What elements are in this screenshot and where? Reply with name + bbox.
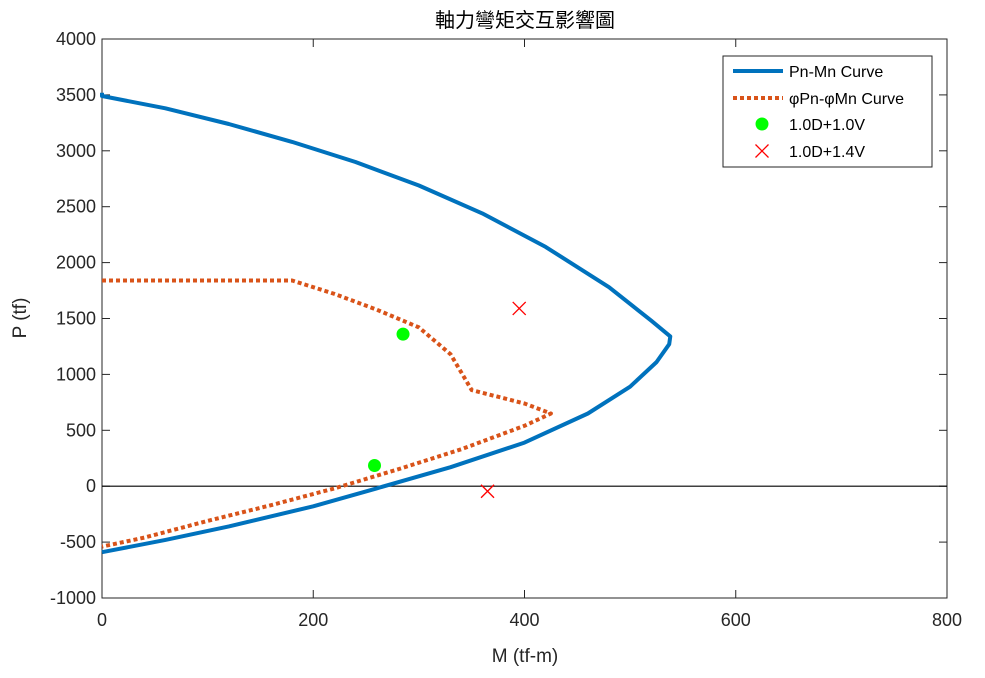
x-axis-label: M (tf-m) <box>492 646 558 667</box>
pn-mn-curve <box>100 92 673 555</box>
chart-title: 軸力彎矩交互影響圖 <box>435 8 615 32</box>
legend: Pn-Mn Curve φPn-φMn Curve 1.0D+1.0V 1.0D+1.… <box>722 55 933 168</box>
legend-item: 1.0D+1.4V <box>755 144 865 161</box>
legend-item: φPn-φMn Curve <box>733 91 904 108</box>
series-layer <box>100 92 673 555</box>
y-axis-label: P (tf) <box>10 298 31 339</box>
y-tick-label: 4000 <box>56 29 96 49</box>
y-tick-label: 500 <box>66 420 96 440</box>
x-axis-ticks: 0 200 400 600 800 <box>97 39 962 630</box>
legend-label: φPn-φMn Curve <box>789 91 904 108</box>
phi-pn-mn-curve <box>101 278 553 549</box>
legend-swatch <box>755 144 769 158</box>
y-tick-label: 3500 <box>56 85 96 105</box>
y-tick-label: -500 <box>60 532 96 552</box>
x-tick-label: 200 <box>298 610 328 630</box>
y-tick-label: 3000 <box>56 141 96 161</box>
y-axis-ticks: -1000 -500 0 500 1000 1500 2000 2500 3000 3500 400… <box>50 29 947 608</box>
y-tick-label: 0 <box>86 476 96 496</box>
legend-label: 1.0D+1.4V <box>789 144 865 161</box>
legend-box <box>722 55 933 168</box>
x-tick-label: 800 <box>932 610 962 630</box>
load-point-1-0d-1-4v <box>512 301 527 316</box>
y-tick-label: 1500 <box>56 309 96 329</box>
x-tick-label: 400 <box>509 610 539 630</box>
load-point-1-0d-1-4v <box>480 484 495 499</box>
load-point-1-0d-1-0v <box>396 327 410 341</box>
y-tick-label: 2000 <box>56 253 96 273</box>
load-point-1-0d-1-0v <box>368 459 382 473</box>
y-tick-label: 1000 <box>56 364 96 384</box>
x-tick-label: 600 <box>721 610 751 630</box>
legend-label: 1.0D+1.0V <box>789 117 865 134</box>
x-tick-label: 0 <box>97 610 107 630</box>
y-tick-label: 2500 <box>56 197 96 217</box>
y-tick-label: -1000 <box>50 588 96 608</box>
legend-item: 1.0D+1.0V <box>755 117 865 134</box>
legend-swatch <box>755 117 769 131</box>
legend-label: Pn-Mn Curve <box>789 64 883 81</box>
legend-item: Pn-Mn Curve <box>733 64 883 81</box>
